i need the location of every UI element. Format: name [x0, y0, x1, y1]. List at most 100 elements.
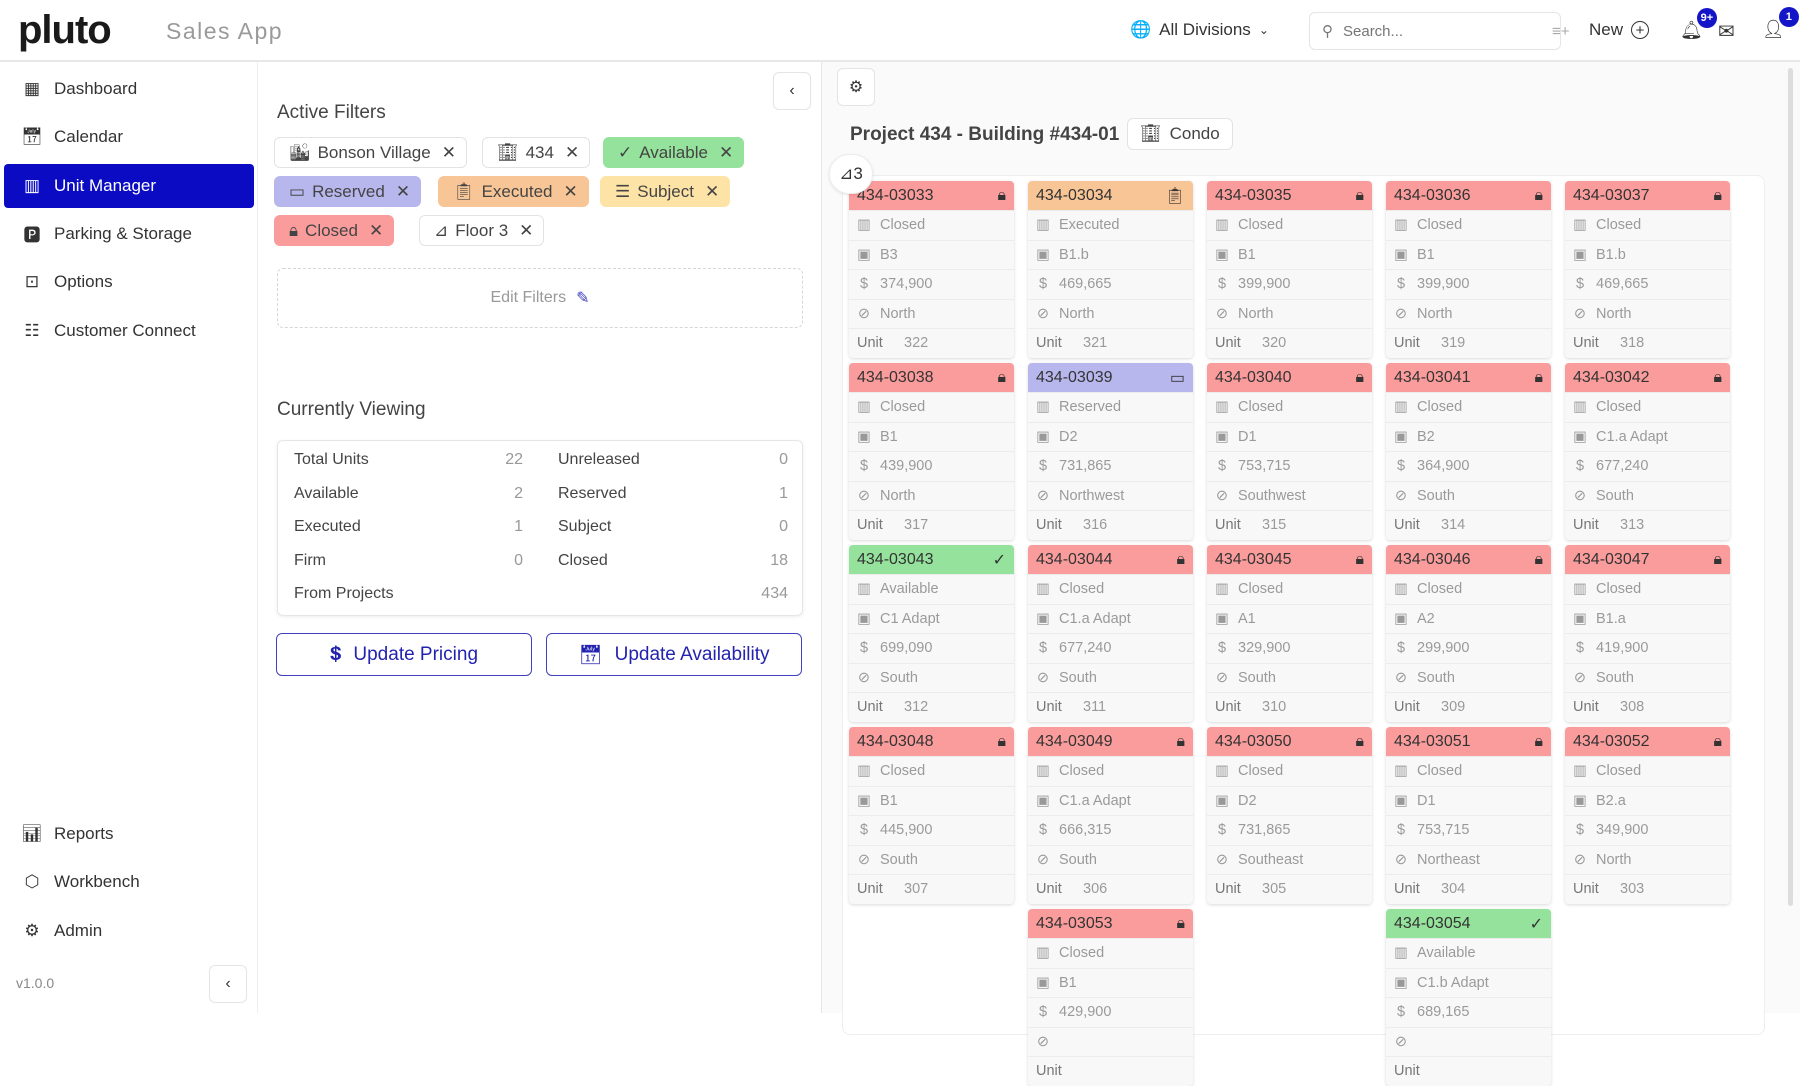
filter-chip-floor-3: ⊿ Floor 3 ✕ [419, 215, 545, 246]
lock-icon: 🔒︎ [1355, 550, 1364, 568]
lock-icon: 🔒︎ [997, 732, 1006, 750]
unit-card[interactable]: 434-03045 🔒︎ ▥ Closed ▣ A1 $329,900 ⊘ South Unit 3… [1207, 545, 1372, 722]
unit-card[interactable]: 434-03042 🔒︎ ▥ Closed ▣ C1.a Adapt $677,240 ⊘ So… [1565, 363, 1730, 540]
close-icon[interactable]: ✕ [368, 220, 384, 240]
sidebar-item-unit-manager[interactable]: ▥ Unit Manager [4, 163, 254, 208]
unit-card[interactable]: 434-03051 🔒︎ ▥ Closed ▣ D1 $753,715 ⊘ Northeast U… [1386, 727, 1551, 904]
user-button[interactable]: 👤︎ 1 [1762, 7, 1799, 40]
unit-card[interactable]: 434-03052 🔒︎ ▥ Closed ▣ B2.a $349,900 ⊘ North Uni… [1565, 727, 1730, 904]
division-selector[interactable]: 🌐 All Divisions ⌄ [1130, 20, 1269, 40]
update-pricing-button[interactable]: 💲︎ Update Pricing [276, 633, 532, 676]
unit-status: Closed [1596, 763, 1642, 780]
unit-card[interactable]: 434-03046 🔒︎ ▥ Closed ▣ A2 $299,900 ⊘ South Unit 3… [1386, 545, 1551, 722]
settings-button[interactable]: ⚙ [837, 68, 875, 106]
collapse-sidebar-button[interactable]: ‹ [209, 965, 247, 1003]
stat-label: Closed [558, 551, 608, 569]
unit-label: Unit [1215, 881, 1241, 898]
unit-plan: D2 [1238, 792, 1257, 809]
unit-card[interactable]: 434-03050 🔒︎ ▥ Closed ▣ D2 $731,865 ⊘ Southeast U… [1207, 727, 1372, 904]
unit-view-row: ⊘ North [1386, 298, 1551, 329]
sidebar-item-customer-connect[interactable]: ☷ Customer Connect [4, 309, 254, 353]
unit-label: Unit [1394, 1063, 1420, 1080]
unit-card[interactable]: 434-03033 🔒︎ ▥ Closed ▣ B3 $374,900 ⊘ North Unit 3… [849, 181, 1014, 358]
clipboard-icon: 📋︎ [1164, 187, 1185, 205]
unit-card[interactable]: 434-03043 ✓ ▥ Available ▣ C1 Adapt $699,090 ⊘ So… [849, 545, 1014, 722]
floor-badge[interactable]: ⊿ 3 [829, 154, 873, 194]
collapse-filters-button[interactable]: ‹ [773, 72, 811, 110]
update-availability-button[interactable]: 📅︎ Update Availability [546, 633, 802, 676]
stat-label: Total Units [294, 451, 369, 468]
sidebar-item-workbench[interactable]: ⬡ Workbench [4, 860, 254, 904]
unit-price-row: $666,315 [1028, 815, 1193, 845]
mail-icon[interactable]: ✉ [1718, 21, 1735, 43]
unit-price-row: $439,900 [849, 451, 1014, 481]
filter-chip-bonson-village: 🏙︎ Bonson Village ✕ [274, 137, 467, 168]
unit-card[interactable]: 434-03054 ✓ ▥ Available ▣ C1.b Adapt $689,165 ⊘… [1386, 909, 1551, 1086]
unit-card[interactable]: 434-03040 🔒︎ ▥ Closed ▣ D1 $753,715 ⊘ Southwest U… [1207, 363, 1372, 540]
unit-card[interactable]: 434-03038 🔒︎ ▥ Closed ▣ B1 $439,900 ⊘ North Unit 3… [849, 363, 1014, 540]
dollar-icon: $ [1575, 276, 1585, 293]
floorplan-icon: ▣ [1394, 792, 1408, 809]
unit-number-row: Unit 318 [1565, 328, 1730, 358]
status-icon: ▥ [1215, 581, 1229, 598]
unit-price: 364,900 [1417, 458, 1470, 475]
close-icon[interactable]: ✕ [718, 142, 734, 162]
filter-chip-label: Available [639, 142, 708, 162]
unit-card[interactable]: 434-03034 📋︎ ▥ Executed ▣ B1.b $469,665 ⊘ North U… [1028, 181, 1193, 358]
unit-view: South [880, 669, 918, 686]
unit-card[interactable]: 434-03047 🔒︎ ▥ Closed ▣ B1.a $419,900 ⊘ South Uni… [1565, 545, 1730, 722]
floorplan-icon: ▣ [1573, 246, 1587, 263]
floorplan-icon: ▣ [1573, 792, 1587, 809]
unit-price-row: $689,165 [1386, 997, 1551, 1027]
unit-number: 313 [1620, 517, 1645, 534]
notifications-badge: 9+ [1696, 8, 1717, 28]
compass-icon: ⊘ [1036, 669, 1050, 686]
unit-card[interactable]: 434-03037 🔒︎ ▥ Closed ▣ B1.b $469,665 ⊘ North Uni… [1565, 181, 1730, 358]
unit-card[interactable]: 434-03041 🔒︎ ▥ Closed ▣ B2 $364,900 ⊘ South Unit 3… [1386, 363, 1551, 540]
unit-label: Unit [1573, 335, 1599, 352]
unit-card[interactable]: 434-03035 🔒︎ ▥ Closed ▣ B1 $399,900 ⊘ North Unit 3… [1207, 181, 1372, 358]
unit-card[interactable]: 434-03048 🔒︎ ▥ Closed ▣ B1 $445,900 ⊘ South Unit 3… [849, 727, 1014, 904]
unit-id: 434-03053 [1036, 914, 1113, 932]
unit-price: 666,315 [1059, 822, 1112, 839]
unit-plan-row: ▣ D1 [1386, 785, 1551, 816]
filter-add-icon[interactable]: ≡+ [1552, 22, 1570, 40]
unit-status: Closed [1238, 217, 1284, 234]
unit-view: North [880, 487, 916, 504]
dollar-icon: $ [1217, 276, 1227, 293]
sidebar-item-calendar[interactable]: 📅︎ Calendar [4, 115, 254, 159]
unit-status-row: ▥ Closed [849, 210, 1014, 240]
sidebar-item-parking-storage[interactable]: 🅿︎ Parking & Storage [4, 212, 254, 256]
unit-price: 469,665 [1596, 276, 1649, 293]
check-icon: ✓ [992, 551, 1006, 569]
unit-card[interactable]: 434-03044 🔒︎ ▥ Closed ▣ C1.a Adapt $677,240 ⊘ So… [1028, 545, 1193, 722]
new-button[interactable]: New + [1589, 20, 1650, 40]
unit-number-row: Unit 320 [1207, 328, 1372, 358]
sidebar-item-dashboard[interactable]: ▦ Dashboard [4, 67, 254, 111]
sidebar-item-options[interactable]: ⊡ Options [4, 260, 254, 304]
unit-number: 304 [1441, 881, 1466, 898]
dollar-icon: $ [1038, 1004, 1048, 1021]
pluto-logo[interactable]: pluto [18, 8, 112, 52]
sidebar-item-reports[interactable]: 📊︎ Reports [4, 812, 254, 856]
close-icon[interactable]: ✕ [441, 142, 456, 162]
scrollbar[interactable] [1788, 68, 1793, 906]
close-icon[interactable]: ✕ [704, 181, 720, 201]
search-input[interactable] [1343, 22, 1542, 40]
notifications-button[interactable]: 🔔︎ 9+ [1680, 8, 1717, 41]
edit-filters-button[interactable]: Edit Filters ✎ [277, 268, 803, 328]
unit-card[interactable]: 434-03039 ▭ ▥ Reserved ▣ D2 $731,865 ⊘ Northwest… [1028, 363, 1193, 540]
unit-label: Unit [857, 881, 883, 898]
unit-card[interactable]: 434-03049 🔒︎ ▥ Closed ▣ C1.a Adapt $666,315 ⊘ So… [1028, 727, 1193, 904]
unit-card[interactable]: 434-03053 🔒︎ ▥ Closed ▣ B1 $429,900 ⊘ Unit [1028, 909, 1193, 1086]
unit-card[interactable]: 434-03036 🔒︎ ▥ Closed ▣ B1 $399,900 ⊘ North Unit 3… [1386, 181, 1551, 358]
close-icon[interactable]: ✕ [395, 181, 411, 201]
unit-price-row: $364,900 [1386, 451, 1551, 481]
close-icon[interactable]: ✕ [519, 220, 534, 240]
sidebar-item-admin[interactable]: ⚙ Admin [4, 909, 254, 953]
unit-plan: B1 [1059, 974, 1077, 991]
stat-value: 1 [514, 518, 523, 535]
unit-number-row: Unit 311 [1028, 692, 1193, 722]
close-icon[interactable]: ✕ [564, 142, 580, 162]
close-icon[interactable]: ✕ [563, 181, 578, 201]
